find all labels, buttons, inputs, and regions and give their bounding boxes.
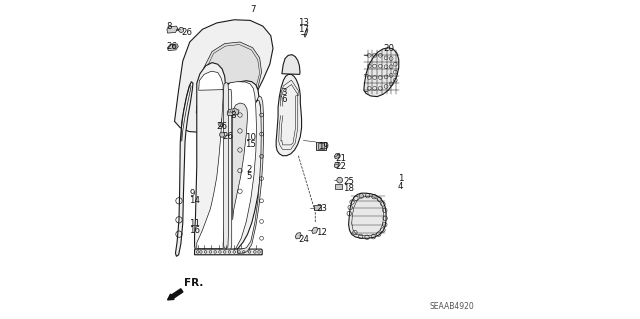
Circle shape <box>172 46 175 49</box>
FancyBboxPatch shape <box>335 184 342 189</box>
Text: 8: 8 <box>230 111 236 120</box>
Bar <box>224 214 228 220</box>
Circle shape <box>220 132 225 137</box>
Text: 14: 14 <box>189 196 200 205</box>
Text: 5: 5 <box>246 172 252 181</box>
Text: 26: 26 <box>166 42 177 51</box>
Text: 25: 25 <box>343 177 354 186</box>
Bar <box>224 195 228 201</box>
Polygon shape <box>227 82 257 250</box>
Text: 3: 3 <box>281 88 287 97</box>
FancyBboxPatch shape <box>318 143 324 149</box>
Polygon shape <box>312 227 318 234</box>
Text: 8: 8 <box>166 22 172 31</box>
Polygon shape <box>175 20 273 132</box>
Polygon shape <box>349 193 386 238</box>
Polygon shape <box>167 26 178 33</box>
Text: 10: 10 <box>245 133 257 142</box>
Bar <box>224 119 228 124</box>
Bar <box>224 138 228 144</box>
Text: 21: 21 <box>335 154 346 163</box>
Text: 1: 1 <box>398 174 403 183</box>
Polygon shape <box>276 74 301 156</box>
Circle shape <box>179 27 184 33</box>
Bar <box>224 176 228 182</box>
FancyBboxPatch shape <box>316 142 326 150</box>
Text: 12: 12 <box>316 228 327 237</box>
Polygon shape <box>237 96 264 253</box>
Text: 11: 11 <box>189 219 200 228</box>
Text: 15: 15 <box>245 140 257 149</box>
Polygon shape <box>364 48 399 97</box>
Polygon shape <box>295 233 301 239</box>
Text: 17: 17 <box>298 26 309 34</box>
Text: 26: 26 <box>181 28 192 37</box>
Polygon shape <box>282 55 300 74</box>
Circle shape <box>219 122 223 127</box>
Text: 18: 18 <box>343 184 354 193</box>
FancyBboxPatch shape <box>314 205 321 210</box>
Polygon shape <box>233 103 248 220</box>
Text: 23: 23 <box>316 204 327 213</box>
Polygon shape <box>195 63 263 254</box>
FancyArrow shape <box>168 289 183 300</box>
Text: FR.: FR. <box>184 278 204 288</box>
Text: 16: 16 <box>189 226 200 235</box>
Text: 19: 19 <box>319 142 330 151</box>
Text: 24: 24 <box>298 235 309 244</box>
Text: 9: 9 <box>189 189 195 198</box>
Bar <box>224 231 228 236</box>
Text: 6: 6 <box>281 95 287 104</box>
Text: 22: 22 <box>335 162 346 171</box>
Polygon shape <box>304 29 308 37</box>
Text: 26: 26 <box>217 122 228 131</box>
Text: 26: 26 <box>223 132 234 141</box>
Bar <box>224 157 228 163</box>
Polygon shape <box>168 44 179 50</box>
Text: SEAAB4920: SEAAB4920 <box>429 302 474 311</box>
Polygon shape <box>175 82 193 256</box>
Polygon shape <box>196 71 225 249</box>
Text: 7: 7 <box>250 5 255 14</box>
Polygon shape <box>196 42 262 120</box>
Polygon shape <box>334 162 339 168</box>
Polygon shape <box>334 153 340 159</box>
Text: 2: 2 <box>246 165 252 174</box>
Text: 13: 13 <box>298 19 309 27</box>
Text: 20: 20 <box>383 44 394 53</box>
Polygon shape <box>195 249 262 255</box>
Polygon shape <box>223 83 228 249</box>
Text: 4: 4 <box>398 182 403 191</box>
Polygon shape <box>227 109 239 116</box>
Circle shape <box>337 177 342 183</box>
